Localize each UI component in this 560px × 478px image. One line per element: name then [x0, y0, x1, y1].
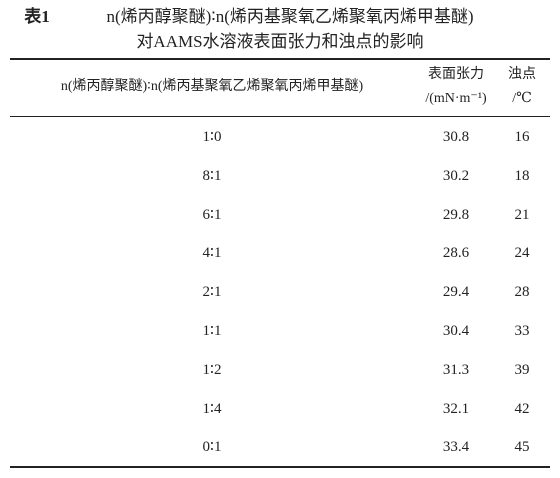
header-cell: 表面张力: [428, 67, 484, 82]
table-cell: 39: [514, 361, 530, 378]
table-cell: 8∶1: [202, 167, 222, 184]
table-cell: 18: [514, 167, 530, 184]
table-cell: 28: [514, 284, 530, 301]
table-cell: 21: [514, 206, 530, 223]
caption-label: 表1: [24, 7, 50, 26]
header-rule: [10, 116, 550, 117]
table-cell: 1∶0: [202, 129, 222, 145]
bottom-rule: [10, 466, 550, 468]
table-cell: 30.4: [442, 323, 470, 339]
table-cell: 6∶1: [202, 206, 222, 223]
table-cell: 0∶1: [202, 439, 222, 456]
caption-line: n(烯丙醇聚醚)∶n(烯丙基聚氧乙烯聚氧丙烯甲基醚): [106, 7, 474, 26]
table-cell: 42: [514, 400, 530, 417]
table-cell: 4∶1: [202, 245, 222, 262]
table-cell: 31.3: [442, 361, 470, 378]
table-cell: 28.6: [442, 245, 470, 262]
table-cell: 30.8: [442, 129, 470, 145]
table-cell: 32.1: [442, 400, 470, 417]
table-cell: 29.4: [442, 284, 470, 301]
table-cell: 2∶1: [202, 284, 222, 301]
header-cell: /℃: [512, 91, 532, 106]
header-cell: 浊点: [508, 67, 536, 82]
caption-line: 对AAMS水溶液表面张力和浊点的影响: [136, 32, 424, 51]
table-cell: 33.4: [442, 439, 470, 456]
table-cell: 1∶4: [202, 400, 222, 417]
table-cell: 16: [514, 129, 530, 145]
table-cell: 1∶1: [202, 323, 222, 339]
table-cell: 45: [514, 439, 530, 456]
table-cell: 1∶2: [202, 361, 222, 378]
header-cell: /(mN·m⁻¹): [425, 91, 487, 106]
table-cell: 33: [514, 323, 530, 339]
table-cell: 29.8: [442, 206, 470, 223]
header-cell: n(烯丙醇聚醚)∶n(烯丙基聚氧乙烯聚氧丙烯甲基醚): [60, 79, 364, 94]
table-cell: 30.2: [442, 167, 470, 184]
top-rule: [10, 58, 550, 60]
table-cell: 24: [514, 245, 530, 262]
